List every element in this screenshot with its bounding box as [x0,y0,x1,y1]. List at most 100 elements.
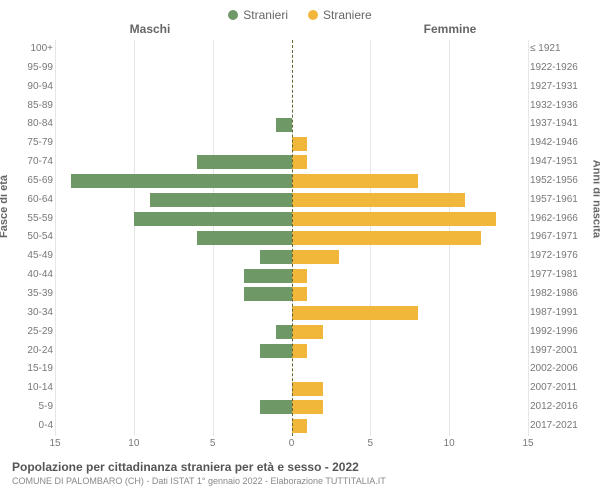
age-label: 90-94 [18,81,53,92]
female-half [292,360,529,379]
male-half [55,210,292,229]
birth-year-label: 1922-1926 [530,62,584,73]
age-label: 40-44 [18,269,53,280]
female-half [292,417,529,436]
x-tick: 10 [128,438,139,449]
male-half [55,323,292,342]
bar-male [260,344,292,358]
birth-year-label: 2007-2011 [530,382,584,393]
female-half [292,115,529,134]
male-half [55,134,292,153]
bar-male [244,269,291,283]
bar-female [292,137,308,151]
birth-year-label: 1957-1961 [530,194,584,205]
bar-male [276,118,292,132]
male-half [55,59,292,78]
legend-item-male: Stranieri [228,8,288,22]
male-half [55,153,292,172]
age-label: 65-69 [18,175,53,186]
header-male: Maschi [0,22,300,36]
age-label: 45-49 [18,250,53,261]
male-half [55,191,292,210]
male-half [55,417,292,436]
age-label: 55-59 [18,213,53,224]
legend-item-female: Straniere [308,8,372,22]
birth-year-label: 1997-2001 [530,345,584,356]
birth-year-label: 1937-1941 [530,118,584,129]
birth-year-label: 1962-1966 [530,213,584,224]
bar-male [71,174,292,188]
bar-female [292,325,324,339]
male-half [55,97,292,116]
bar-female [292,155,308,169]
age-label: 20-24 [18,345,53,356]
age-label: 25-29 [18,326,53,337]
age-label: 10-14 [18,382,53,393]
female-half [292,398,529,417]
birth-year-label: 1927-1931 [530,81,584,92]
bar-female [292,287,308,301]
center-divider [292,40,293,436]
birth-year-label: 1992-1996 [530,326,584,337]
male-half [55,40,292,59]
age-label: 50-54 [18,231,53,242]
age-label: 100+ [18,43,53,54]
bar-female [292,269,308,283]
age-label: 30-34 [18,307,53,318]
x-tick: 5 [210,438,216,449]
birth-year-label: 1947-1951 [530,156,584,167]
bar-female [292,382,324,396]
age-label: 15-19 [18,363,53,374]
legend-swatch-male [228,10,238,20]
age-label: 80-84 [18,118,53,129]
bar-male [150,193,292,207]
female-half [292,134,529,153]
legend-label-male: Stranieri [243,8,288,22]
birth-year-label: 1987-1991 [530,307,584,318]
male-half [55,379,292,398]
male-half [55,115,292,134]
age-label: 85-89 [18,100,53,111]
birth-year-label: 1977-1981 [530,269,584,280]
birth-year-label: 1982-1986 [530,288,584,299]
female-half [292,191,529,210]
female-half [292,172,529,191]
bar-male [197,231,292,245]
female-half [292,266,529,285]
birth-year-label: 1942-1946 [530,137,584,148]
age-label: 95-99 [18,62,53,73]
bar-male [134,212,292,226]
x-tick: 0 [289,438,295,449]
bar-male [244,287,291,301]
bar-male [260,250,292,264]
female-half [292,247,529,266]
age-label: 60-64 [18,194,53,205]
female-half [292,40,529,59]
female-half [292,59,529,78]
age-label: 5-9 [18,401,53,412]
female-half [292,78,529,97]
age-label: 70-74 [18,156,53,167]
male-half [55,398,292,417]
birth-year-label: 1932-1936 [530,100,584,111]
birth-year-label: 1972-1976 [530,250,584,261]
bar-female [292,212,497,226]
age-label: 35-39 [18,288,53,299]
birth-year-label: ≤ 1921 [530,43,584,54]
x-tick: 10 [444,438,455,449]
plot-area: Fasce di età Anni di nascita 100+≤ 19219… [0,40,600,436]
female-half [292,304,529,323]
birth-year-label: 2012-2016 [530,401,584,412]
legend-swatch-female [308,10,318,20]
x-tick: 15 [49,438,60,449]
male-half [55,78,292,97]
bar-female [292,419,308,433]
male-half [55,304,292,323]
female-half [292,210,529,229]
column-headers: Maschi Femmine [0,22,600,40]
male-half [55,247,292,266]
male-half [55,342,292,361]
legend: Stranieri Straniere [0,0,600,22]
female-half [292,97,529,116]
male-half [55,285,292,304]
